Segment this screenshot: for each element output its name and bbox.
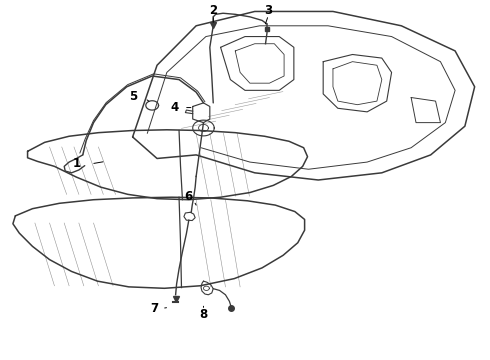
Text: 3: 3 <box>265 4 272 17</box>
Text: 7: 7 <box>150 302 159 315</box>
Text: 2: 2 <box>209 4 217 17</box>
Text: 8: 8 <box>199 308 208 321</box>
Text: 6: 6 <box>185 190 193 203</box>
Text: 5: 5 <box>129 90 138 103</box>
Text: 4: 4 <box>170 101 178 114</box>
Text: 1: 1 <box>73 157 80 170</box>
